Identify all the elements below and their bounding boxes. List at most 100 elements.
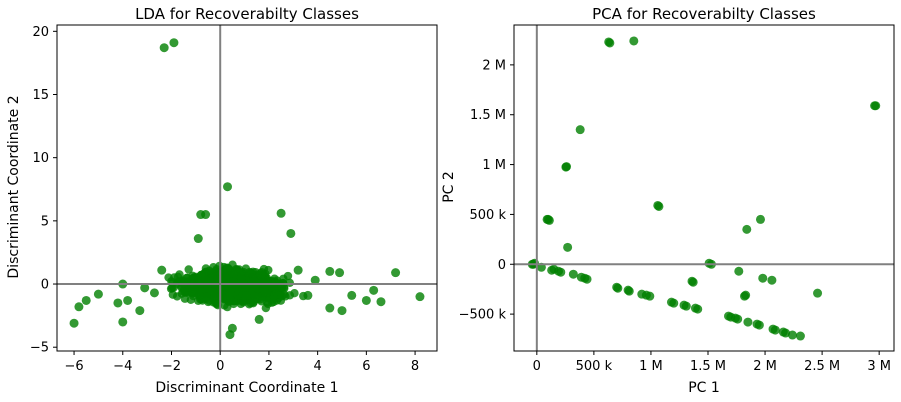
lda-cluster-point: [261, 303, 271, 313]
lda-data-point: [123, 295, 133, 305]
lda-data-point: [149, 288, 159, 298]
lda-x-tick-label: 2: [265, 359, 273, 374]
lda-y-tick-label: 20: [32, 25, 49, 40]
lda-y-tick-label: −5: [30, 341, 49, 356]
lda-data-point: [335, 268, 345, 278]
pca-data-point: [743, 317, 753, 327]
lda-x-tick-label: 8: [411, 359, 419, 374]
pca-data-point: [613, 283, 623, 293]
lda-data-point: [118, 317, 128, 327]
pca-data-point: [563, 242, 573, 252]
pca-y-tick-label: 0: [498, 258, 506, 273]
lda-data-point: [391, 268, 401, 278]
lda-cluster-point: [229, 270, 238, 279]
pca-data-point: [688, 277, 698, 287]
lda-cluster-point: [164, 273, 173, 282]
pca-x-axis-label: PC 1: [688, 380, 720, 396]
lda-cluster-point: [260, 283, 270, 292]
pca-data-point: [758, 273, 768, 283]
lda-x-tick-label: 6: [362, 359, 370, 374]
lda-y-tick-label: 5: [41, 214, 49, 229]
lda-data-point: [337, 306, 347, 316]
pca-y-ticks: −500 k 0 500 k 1 M 1.5 M 2 M: [459, 58, 514, 323]
pca-panel: PCA for Recoverabilty Classes 0 500 k 1 M 1…: [441, 5, 895, 396]
lda-data-point: [157, 265, 167, 275]
lda-cluster-point: [168, 290, 178, 299]
lda-cluster-point: [202, 286, 212, 295]
pca-data-point: [624, 286, 634, 296]
lda-cluster-point: [217, 292, 227, 301]
lda-data-point: [310, 275, 320, 285]
lda-y-ticks: −5 0 5 10 15 20: [30, 25, 57, 356]
lda-cluster-point: [277, 291, 287, 301]
pca-data-point: [741, 290, 751, 300]
lda-y-tick-label: 0: [41, 278, 49, 293]
pca-data-point: [767, 275, 777, 285]
pca-x-tick-label: 2.5 M: [804, 359, 840, 374]
lda-data-point: [347, 290, 357, 300]
pca-data-point: [813, 288, 823, 298]
pca-x-tick-label: 1.5 M: [690, 359, 726, 374]
lda-data-point: [415, 292, 425, 302]
lda-x-tick-label: −2: [162, 359, 181, 374]
lda-data-point: [140, 283, 150, 293]
lda-data-point: [135, 306, 145, 316]
pca-plot-frame: [513, 24, 895, 352]
lda-data-point: [159, 43, 169, 53]
pca-data-point: [755, 214, 765, 224]
lda-x-ticks: −6 −4 −2 0 2 4 6 8: [64, 351, 419, 374]
pca-data-point: [795, 331, 805, 341]
lda-cluster-point: [173, 272, 183, 282]
pca-points: [527, 36, 881, 341]
pca-x-tick-label: 3 M: [867, 359, 891, 374]
pca-data-point: [629, 36, 639, 46]
pca-x-tick-label: 1 M: [639, 359, 663, 374]
lda-points: [69, 38, 425, 340]
lda-data-point: [169, 38, 179, 48]
lda-x-axis-label: Discriminant Coordinate 1: [155, 380, 338, 396]
pca-data-point: [654, 201, 664, 211]
lda-data-point: [254, 314, 264, 324]
pca-data-point: [582, 274, 592, 284]
pca-y-tick-label: −500 k: [459, 308, 507, 323]
lda-data-point: [325, 266, 335, 276]
lda-data-point: [376, 297, 386, 307]
lda-plot-frame: [56, 24, 438, 352]
lda-cluster-point: [251, 292, 261, 302]
lda-data-point: [93, 289, 103, 299]
lda-cluster-point: [247, 269, 256, 278]
lda-data-point: [201, 210, 211, 220]
lda-cluster-point: [242, 291, 251, 300]
pca-x-tick-label: 0: [533, 359, 541, 374]
lda-data-point: [74, 302, 84, 312]
pca-data-point: [781, 328, 791, 338]
pca-data-point: [733, 314, 743, 324]
lda-cluster-point: [232, 284, 241, 294]
lda-x-tick-label: −6: [64, 359, 83, 374]
pca-x-tick-label: 2 M: [753, 359, 777, 374]
pca-data-point: [575, 125, 585, 135]
pca-data-point: [734, 266, 744, 276]
pca-data-point: [544, 215, 554, 225]
pca-data-point: [787, 330, 797, 340]
lda-cluster-point: [225, 294, 235, 304]
pca-data-point: [568, 269, 578, 279]
lda-cluster-point: [255, 271, 264, 281]
lda-data-point: [69, 318, 79, 328]
pca-data-point: [742, 224, 752, 234]
lda-data-point: [286, 228, 296, 238]
lda-x-tick-label: 4: [314, 359, 322, 374]
pca-y-tick-label: 500 k: [470, 208, 507, 223]
lda-y-tick-label: 15: [32, 88, 49, 103]
pca-y-axis-label: PC 2: [441, 171, 457, 203]
lda-y-axis-label: Discriminant Coordinate 2: [6, 95, 22, 278]
pca-data-point: [754, 320, 764, 330]
pca-data-point: [645, 291, 655, 301]
lda-data-point: [223, 182, 233, 192]
lda-data-point: [325, 303, 335, 313]
lda-x-tick-label: −4: [113, 359, 132, 374]
pca-data-point: [561, 162, 571, 172]
pca-title: PCA for Recoverabilty Classes: [592, 5, 816, 23]
lda-cluster-point: [184, 265, 193, 274]
